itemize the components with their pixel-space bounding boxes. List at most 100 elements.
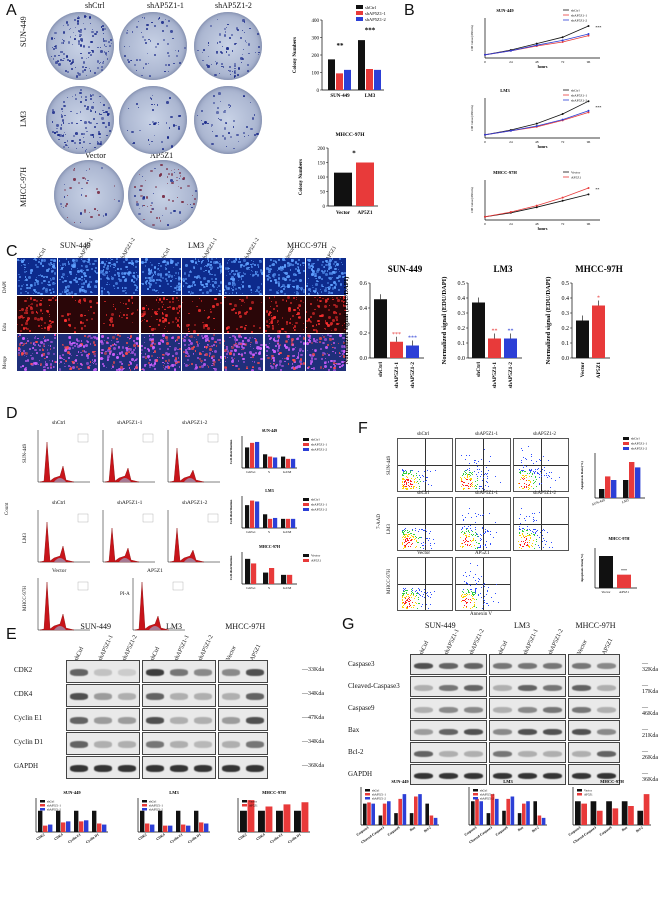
cell-nucleus xyxy=(207,315,210,318)
cell-nucleus xyxy=(188,364,190,367)
flow-event xyxy=(405,602,407,604)
flow-event xyxy=(403,603,405,605)
colony-dot xyxy=(102,60,105,63)
flow-event xyxy=(464,484,466,486)
colony-dot xyxy=(155,185,157,188)
cell-nucleus xyxy=(234,287,238,290)
cell-nucleus xyxy=(91,359,94,361)
cell-nucleus xyxy=(42,265,45,268)
cell-nucleus xyxy=(64,289,66,291)
flow-event xyxy=(425,593,427,595)
protein-band xyxy=(246,765,264,773)
flow-event xyxy=(469,474,471,476)
colony-dot xyxy=(243,132,245,135)
flow-event xyxy=(413,593,415,595)
cell-nucleus xyxy=(36,311,39,314)
cell-nucleus xyxy=(218,338,222,341)
bar xyxy=(490,794,495,825)
colony-dot xyxy=(102,28,105,31)
flow-event xyxy=(466,595,468,597)
y-axis-label: OD value(450nm) xyxy=(470,24,474,50)
cell-nucleus xyxy=(87,258,89,261)
y-tick-label: 150 xyxy=(318,161,326,166)
cell-nucleus xyxy=(52,366,55,369)
colony-dot xyxy=(223,137,226,140)
cell-nucleus xyxy=(125,258,128,261)
flow-event xyxy=(405,593,407,595)
cell-nucleus xyxy=(133,271,136,275)
cell-nucleus xyxy=(153,359,157,363)
cell-nucleus xyxy=(337,279,341,283)
cell-nucleus xyxy=(75,338,78,341)
cell-nucleus xyxy=(343,328,346,331)
cell-nucleus xyxy=(101,292,103,295)
flow-event xyxy=(540,483,542,485)
colony-dot xyxy=(225,51,228,54)
cell-nucleus xyxy=(141,260,145,264)
cell-nucleus xyxy=(283,264,287,268)
flow-event xyxy=(422,529,424,531)
label-vector-a: Vector xyxy=(85,151,106,160)
flow-event xyxy=(474,593,476,595)
colony-dot xyxy=(54,47,57,50)
colony-dot xyxy=(216,42,219,44)
colony-dot xyxy=(236,73,239,76)
cell-nucleus xyxy=(128,366,131,369)
colony-dot xyxy=(144,42,147,45)
x-tick-label: AP5Z1 xyxy=(619,590,629,594)
cell-nucleus xyxy=(114,334,116,336)
cell-nucleus xyxy=(238,311,242,315)
cell-nucleus xyxy=(306,320,309,323)
cell-nucleus xyxy=(49,359,51,361)
cell-nucleus xyxy=(94,259,97,263)
cell-nucleus xyxy=(173,349,176,352)
cell-nucleus xyxy=(46,326,50,330)
cell-nucleus xyxy=(306,326,308,328)
flow-event xyxy=(482,599,484,601)
cell-nucleus xyxy=(155,312,158,316)
colony-dot xyxy=(66,194,69,197)
cell-nucleus xyxy=(43,357,46,360)
legend-swatch xyxy=(365,789,370,792)
cell-nucleus xyxy=(90,280,93,283)
colony-dot xyxy=(227,53,230,56)
flow-event xyxy=(404,590,406,592)
colony-dot xyxy=(148,38,150,41)
cell-nucleus xyxy=(292,285,294,288)
cell-nucleus xyxy=(127,336,129,339)
flow-event xyxy=(412,594,414,596)
cell-nucleus xyxy=(202,363,206,366)
flow-event xyxy=(475,521,477,523)
flow-event xyxy=(533,547,535,549)
cell-nucleus xyxy=(326,261,329,264)
flow-event xyxy=(527,532,529,534)
cell-nucleus xyxy=(314,273,318,276)
cell-nucleus xyxy=(62,276,65,279)
colony-dot xyxy=(54,132,57,135)
flow-event xyxy=(407,535,409,537)
cell-nucleus xyxy=(94,266,98,270)
cell-nucleus xyxy=(177,361,180,364)
histogram-label: Vector xyxy=(52,568,67,574)
cell-nucleus xyxy=(37,317,40,321)
flow-event xyxy=(460,486,462,488)
colony-dot xyxy=(74,94,77,96)
cell-nucleus xyxy=(325,322,329,325)
cell-nucleus xyxy=(41,282,43,285)
bar xyxy=(255,441,260,468)
colony-dot xyxy=(256,132,259,135)
cell-nucleus xyxy=(289,262,292,266)
flow-event xyxy=(534,480,536,482)
flow-event xyxy=(498,602,500,604)
cell-nucleus xyxy=(185,324,189,328)
cell-nucleus xyxy=(101,291,104,294)
flow-event xyxy=(464,471,466,473)
cell-nucleus xyxy=(228,273,231,276)
cell-nucleus xyxy=(169,259,173,262)
cell-nucleus xyxy=(315,287,317,290)
cell-nucleus xyxy=(336,319,339,321)
bar xyxy=(328,59,335,90)
cell-nucleus xyxy=(198,342,201,345)
fluorescence-image xyxy=(223,296,264,333)
flow-event xyxy=(462,514,464,516)
